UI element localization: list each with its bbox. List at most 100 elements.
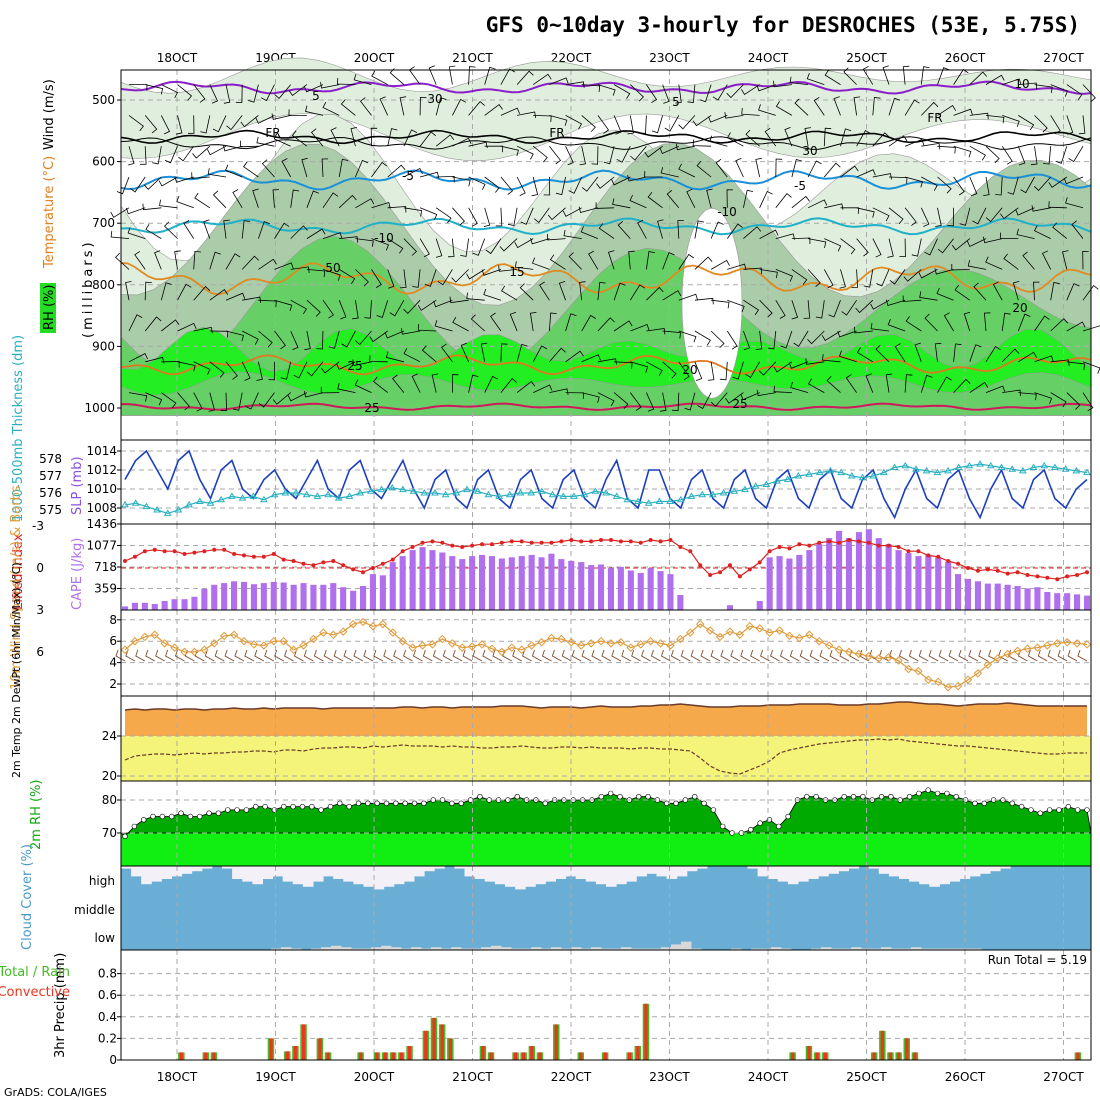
wind-barb xyxy=(154,250,162,270)
wind-barb xyxy=(773,361,793,373)
thickness-point xyxy=(719,489,728,496)
high-cloud-gap xyxy=(990,866,1001,872)
thickness-point xyxy=(794,472,803,479)
wind10m-point xyxy=(200,645,209,655)
wind-barb xyxy=(549,312,557,332)
thickness-point xyxy=(698,490,707,498)
wind-barb xyxy=(273,133,291,147)
low-cloud-gap xyxy=(681,941,692,950)
credit-text: GrADS: COLA/IGES xyxy=(4,1086,107,1099)
wind10m-barb xyxy=(918,649,929,662)
wind-barb xyxy=(885,299,906,307)
wind-barb xyxy=(707,361,715,381)
lifted-index-point xyxy=(975,568,980,573)
wind-barb xyxy=(451,269,469,283)
wind-barb xyxy=(161,84,179,98)
wind-barb xyxy=(1002,389,1022,397)
lifted-index-point xyxy=(658,539,663,544)
dewpoint-series xyxy=(124,738,1087,775)
cape-bar xyxy=(350,590,357,610)
wind-barb xyxy=(1050,392,1067,408)
lifted-index-point xyxy=(1035,574,1040,579)
wind-barb xyxy=(662,84,670,104)
wind-barb xyxy=(943,312,954,332)
precip-conv-bar xyxy=(359,1052,363,1060)
wind-barb xyxy=(350,127,357,147)
thickness-point xyxy=(570,492,578,499)
wind-barb xyxy=(983,176,990,196)
wind-barb xyxy=(338,300,347,320)
thickness-point xyxy=(292,489,300,496)
wind-barb xyxy=(468,374,479,393)
lifted-index-point xyxy=(896,545,901,549)
wind-barb xyxy=(934,268,954,275)
low-cloud-gap xyxy=(951,948,962,950)
lifted-index-point xyxy=(866,540,871,545)
wind10m-point xyxy=(686,628,695,637)
wind10m-point xyxy=(537,638,546,647)
lifted-index-point xyxy=(301,561,306,566)
wind10m-barb xyxy=(244,649,255,662)
thickness-point xyxy=(783,475,792,482)
lifted-index-point xyxy=(192,550,197,555)
cape-tick-label: 718 xyxy=(94,560,117,574)
wind-barb xyxy=(339,236,358,243)
wind-barb xyxy=(241,361,251,381)
wind-barb xyxy=(1068,145,1084,163)
low-cloud-gap xyxy=(881,947,892,950)
wind-barb xyxy=(290,299,307,315)
high-cloud-gap xyxy=(282,866,294,882)
wind-barb xyxy=(387,206,407,213)
rh2m-point xyxy=(449,800,455,806)
thickness-point xyxy=(366,487,375,494)
wind-barb xyxy=(129,176,146,193)
wind-barb xyxy=(865,373,874,393)
thickness-point xyxy=(452,489,461,496)
wind-barb xyxy=(424,269,437,287)
high-cloud-gap xyxy=(959,866,971,879)
wind-barb xyxy=(517,111,537,118)
wind-barb xyxy=(531,257,550,270)
rh2m-point xyxy=(645,793,651,800)
thickness-point xyxy=(495,492,503,499)
contour-label: 20 xyxy=(1012,301,1027,315)
wind-barb xyxy=(725,392,744,404)
bottom-date-label: 25OCT xyxy=(846,1070,887,1084)
high-cloud-gap xyxy=(373,866,385,890)
wind-barb xyxy=(791,195,810,209)
rh-legend-swatch xyxy=(40,283,56,333)
wind-barb xyxy=(448,65,456,85)
wind-barb xyxy=(290,266,310,273)
wind-barb xyxy=(433,299,453,308)
wind-barb xyxy=(145,356,165,364)
precip-tick-label: 0 xyxy=(109,1053,117,1067)
thickness-point xyxy=(1040,461,1049,469)
wind-barb xyxy=(808,238,827,248)
high-cloud-gap xyxy=(414,866,425,877)
wind-barb xyxy=(773,80,792,88)
wind10m-barb xyxy=(363,649,374,662)
wind-barb xyxy=(565,350,584,363)
thickness-point xyxy=(409,487,418,494)
wind-barb xyxy=(161,319,180,332)
rh2m-point xyxy=(1046,807,1053,813)
cape-bar xyxy=(300,583,307,610)
rh2m-point xyxy=(187,813,194,820)
wind-barb xyxy=(1048,201,1067,209)
top-date-label: 23OCT xyxy=(649,51,690,65)
lifted-index-point xyxy=(807,543,812,548)
precip-conv-bar xyxy=(432,1017,436,1060)
wind-barb xyxy=(193,84,206,103)
wind-barb xyxy=(243,161,259,178)
wind-barb xyxy=(539,281,550,301)
run-total-text: Run Total = 5.19 xyxy=(988,953,1087,967)
cape-bar xyxy=(429,550,436,610)
wind10m-point xyxy=(378,619,388,629)
top-date-label: 22OCT xyxy=(551,51,592,65)
wind10m-barb xyxy=(313,649,324,662)
contour-label: FR xyxy=(549,126,564,140)
rh2m-point xyxy=(281,803,287,810)
wind-barb xyxy=(920,374,933,393)
rh2m-base-fill xyxy=(121,833,1091,866)
wind-barb xyxy=(116,176,130,195)
